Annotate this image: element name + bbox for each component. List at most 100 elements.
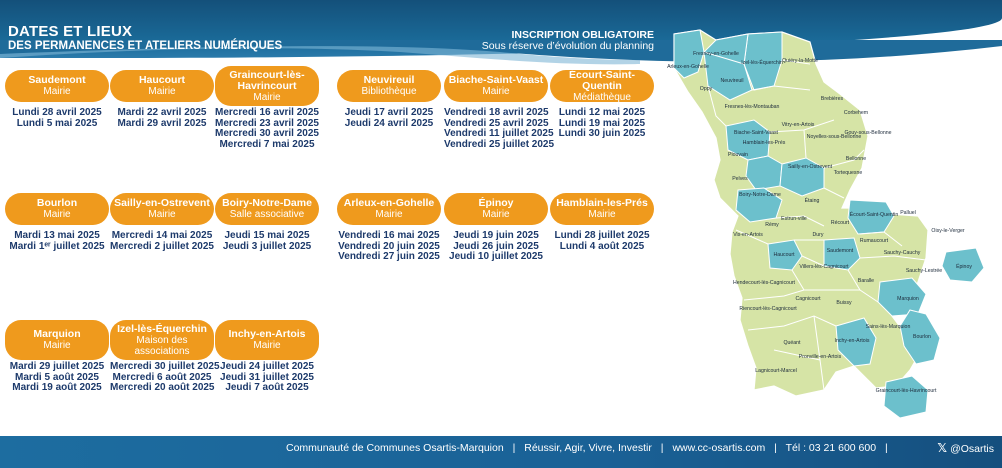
location-name: Izel-lès-Équerchin	[117, 322, 207, 335]
date-list: Mardi 22 avril 2025 Mardi 29 avril 2025	[110, 107, 214, 129]
date-item: Jeudi 7 août 2025	[225, 382, 309, 393]
date-list: Mercredi 14 mai 2025 Mercredi 2 juillet …	[110, 230, 214, 252]
location-card: Inchy-en-Artois Mairie Jeudi 24 juillet …	[215, 320, 319, 394]
commune-label: Inchy-en-Artois	[835, 338, 870, 344]
commune-label: Plouvain	[728, 152, 748, 158]
commune-label: Rumaucourt	[860, 238, 889, 244]
commune-label: Saudemont	[827, 248, 854, 254]
footer-separator: |	[660, 442, 664, 454]
location-card: Épinoy Mairie Jeudi 19 juin 2025 Jeudi 2…	[444, 193, 548, 263]
commune-borders	[703, 51, 927, 391]
x-handle-text: @Osartis	[950, 443, 994, 455]
date-item: Vendredi 25 juillet 2025	[444, 138, 555, 150]
footer-separator: |	[885, 442, 888, 454]
date-item: Mardi 29 juillet 2025	[9, 361, 105, 372]
location-name: Inchy-en-Artois	[228, 328, 306, 340]
date-item: Mercredi 23 avril 2025	[215, 117, 319, 129]
date-item: Jeudi 24 avril 2025	[344, 117, 434, 129]
location-pill: Marquion Mairie	[5, 320, 109, 360]
location-card: Saudemont Mairie Lundi 28 avril 2025 Lun…	[5, 70, 109, 129]
location-name: Sailly-en-Ostrevent	[114, 197, 210, 209]
location-card: Izel-lès-Équerchin Maison des associatio…	[110, 320, 220, 394]
date-item: Mardi 19 août 2025	[12, 382, 102, 393]
commune-label: Cagnicourt	[795, 296, 821, 302]
date-list: Jeudi 19 juin 2025 Jeudi 26 juin 2025 Je…	[444, 230, 548, 263]
commune-arleux-en-gohelle	[673, 29, 705, 79]
location-card: Marquion Mairie Mardi 29 juillet 2025 Ma…	[5, 320, 109, 394]
commune-label: Récourt	[831, 220, 850, 226]
date-item: Mercredi 2 juillet 2025	[110, 240, 214, 252]
location-venue: Mairie	[482, 209, 510, 220]
location-name: Arleux-en-Gohelle	[343, 197, 435, 209]
location-name: Marquion	[33, 328, 81, 340]
commune-label: Écourt-Saint-Quentin	[850, 211, 899, 218]
date-list: Jeudi 24 juillet 2025 Jeudi 31 juillet 2…	[215, 361, 319, 394]
footer-separator: |	[512, 442, 516, 454]
commune-label: Haucourt	[773, 252, 795, 258]
social-link[interactable]: 𝕏 @Osartis	[937, 440, 994, 457]
territory-map: Fresnoy-en-Gohelle Arleux-en-Gohelle Ize…	[667, 29, 985, 419]
footer-separator: |	[774, 442, 777, 454]
commune-neuvireuil	[703, 33, 753, 101]
location-name: Bourlon	[36, 197, 78, 209]
commune-label: Oisy-le-Verger	[931, 228, 964, 234]
location-venue: Mairie	[43, 86, 71, 97]
date-item: Lundi 12 mai 2025	[558, 107, 646, 118]
commune-label: Oppy	[700, 86, 713, 92]
date-item: Vendredi 25 avril 2025	[444, 117, 549, 129]
date-item: Mercredi 20 août 2025	[110, 382, 215, 393]
location-venue: Mairie	[375, 209, 403, 220]
commune-label: Fresnes-lès-Montauban	[725, 104, 780, 110]
location-card: Graincourt-lès-Havrincourt Mairie Mercre…	[215, 66, 319, 150]
commune-epinoy	[941, 247, 985, 283]
location-pill: Saudemont Mairie	[5, 70, 109, 102]
location-pill: Inchy-en-Artois Mairie	[215, 320, 319, 360]
commune-label: Quiéry-la-Motte	[782, 58, 818, 64]
commune-label: Boiry-Notre-Dame	[739, 192, 781, 198]
location-venue: Maison des associations	[134, 334, 190, 357]
location-card: Boiry-Notre-Dame Salle associative Jeudi…	[215, 193, 319, 252]
commune-label: Étaing	[805, 197, 820, 204]
date-item: Jeudi 15 mai 2025	[224, 230, 310, 241]
date-item: Lundi 28 avril 2025	[12, 107, 102, 118]
commune-label: Villers-lès-Cagnicourt	[799, 264, 849, 270]
location-name: Boiry-Notre-Dame	[222, 197, 312, 209]
date-list: Mercredi 30 juillet 2025 Mercredi 6 août…	[110, 361, 220, 394]
location-name: Hamblain-les-Prés	[556, 197, 648, 209]
footer-website-link[interactable]: www.cc-osartis.com	[672, 442, 766, 454]
commune-label: Tortequesne	[834, 170, 863, 176]
location-pill: Haucourt Mairie	[110, 70, 214, 102]
commune-label: Marquion	[897, 296, 919, 302]
location-pill: Neuvireuil Bibliothèque	[337, 70, 441, 102]
commune-label: Sains-lès-Marquion	[866, 324, 911, 330]
commune-label: Palluel	[900, 210, 916, 216]
date-item: Lundi 4 août 2025	[559, 240, 645, 252]
date-item: Jeudi 26 juin 2025	[453, 240, 539, 252]
date-list: Lundi 12 mai 2025 Lundi 19 mai 2025 Lund…	[550, 107, 654, 140]
footer-slogan: Réussir, Agir, Vivre, Investir	[524, 442, 652, 454]
location-name: Neuvireuil	[363, 74, 415, 86]
footer: Communauté de Communes Osartis-Marquion …	[0, 436, 1002, 468]
commune-label: Graincourt-lès-Havrincourt	[876, 388, 937, 394]
location-venue: Mairie	[43, 209, 71, 220]
commune-label: Arleux-en-Gohelle	[667, 64, 709, 70]
date-item: Vendredi 11 juillet 2025	[444, 128, 554, 139]
commune-label: Hendecourt-lès-Cagnicourt	[733, 280, 796, 286]
date-item: Mercredi 14 mai 2025	[111, 230, 213, 241]
commune-label: Gouy-sous-Bellonne	[844, 130, 891, 136]
date-list: Lundi 28 avril 2025 Lundi 5 mai 2025	[5, 107, 109, 129]
date-item: Mardi 29 avril 2025	[117, 117, 207, 129]
footer-organization: Communauté de Communes Osartis-Marquion	[286, 442, 504, 454]
commune-shapes	[673, 29, 985, 419]
location-name: Graincourt-lès-Havrincourt	[229, 68, 305, 92]
commune-graincourt-les-havrincourt	[883, 375, 929, 419]
commune-label: Riencourt-lès-Cagnicourt	[739, 306, 797, 312]
date-item: Vendredi 18 avril 2025	[444, 107, 549, 118]
commune-label: Épinoy	[956, 263, 972, 270]
date-list: Vendredi 18 avril 2025 Vendredi 25 avril…	[444, 107, 555, 150]
commune-label: Quéant	[783, 340, 801, 346]
commune-label: Vis-en-Artois	[733, 232, 763, 238]
location-venue: Mairie	[148, 86, 176, 97]
commune-label: Brebières	[821, 96, 844, 102]
date-item: Vendredi 20 juin 2025	[338, 240, 440, 252]
